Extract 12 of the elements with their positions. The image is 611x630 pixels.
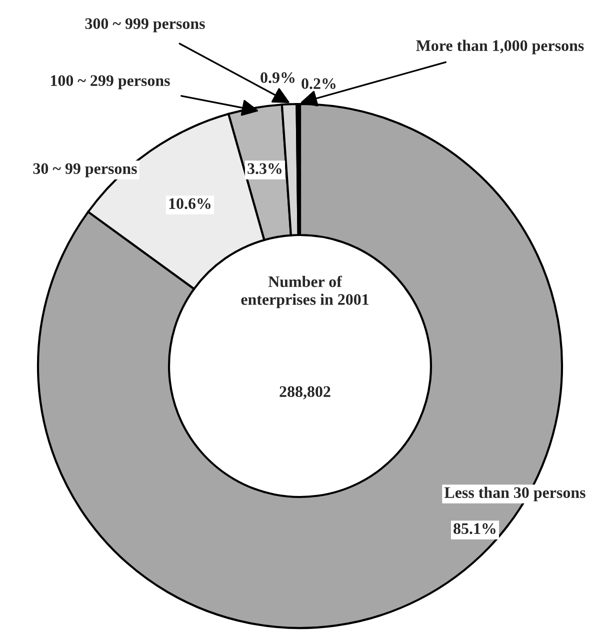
slice-label: Less than 30 persons (444, 486, 586, 502)
slice-label: 100 ~ 299 persons (51, 75, 170, 90)
data-label: 3.3% (248, 163, 282, 174)
data-label: 10.6% (169, 198, 210, 210)
slice-label: 30 ~ 99 persons (33, 163, 137, 178)
slice-label: 300 ~ 999 persons (85, 18, 205, 32)
text: 288,802 (280, 386, 330, 400)
slice-label: More than 1,000 persons (416, 40, 584, 54)
data-label: 0.9% (260, 72, 294, 84)
text: Number of enterprises in 2001 (241, 276, 368, 308)
data-label: 85.1% (454, 523, 496, 534)
data-label: 0.2% (302, 78, 336, 90)
